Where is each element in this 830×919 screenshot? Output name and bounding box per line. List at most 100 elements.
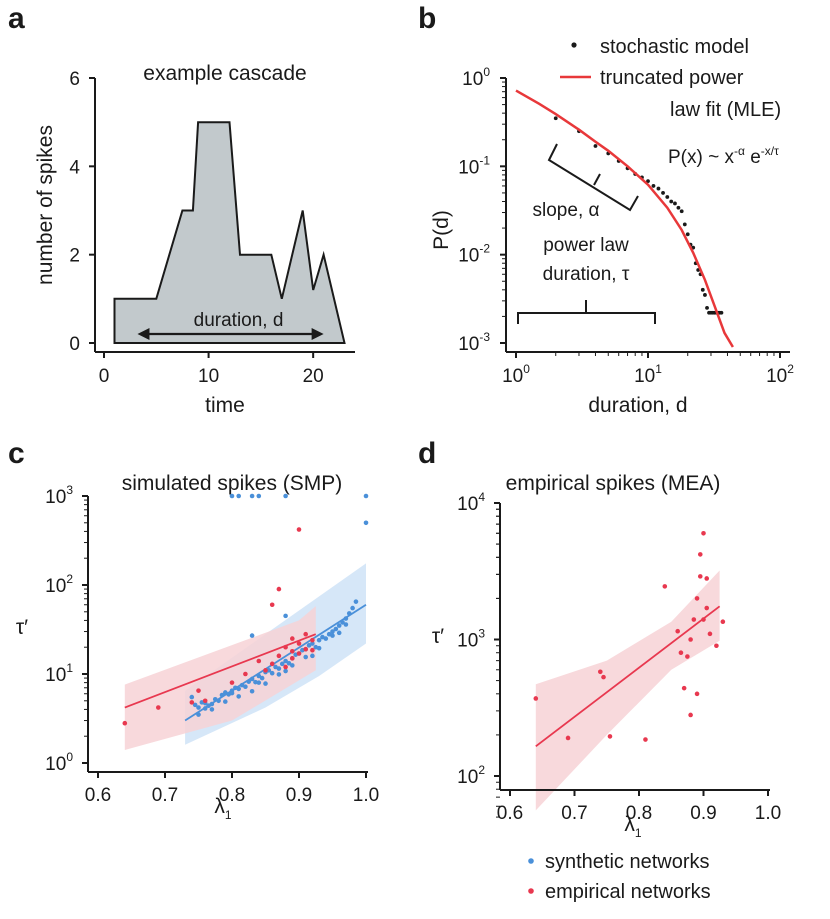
- panel-a-cascade-chart: example cascade duration, d 0 2 4 6 0 10 20 ti…: [34, 62, 355, 417]
- panel-a-xtick-label: 10: [198, 366, 219, 387]
- panel-c-title: simulated spikes (SMP): [122, 472, 343, 495]
- panel-b-xtick-label: 102: [766, 362, 794, 387]
- empirical-network-point: [662, 584, 668, 589]
- synthetic-network-point: [209, 701, 215, 707]
- empirical-network-point: [202, 698, 208, 704]
- synthetic-network-point: [236, 686, 241, 692]
- synthetic-network-point: [330, 633, 335, 638]
- empirical-network-point: [697, 552, 703, 557]
- panel-label-c: c: [8, 437, 25, 470]
- empirical-network-point: [310, 637, 315, 643]
- panel-a-xtick-label: 20: [303, 366, 324, 387]
- bottom-legend: synthetic networks empirical networks: [528, 851, 711, 903]
- panel-c-xtick-label: 0.7: [152, 785, 178, 806]
- empirical-network-point: [296, 651, 302, 656]
- stochastic-model-point: [705, 305, 709, 310]
- legend-stochastic-marker: [571, 42, 577, 48]
- empirical-network-point: [196, 688, 201, 693]
- cascade-area: [113, 121, 346, 344]
- empirical-network-point: [688, 712, 693, 718]
- panel-c-points: [122, 493, 369, 726]
- synthetic-network-point: [189, 694, 195, 700]
- empirical-network-point: [643, 737, 648, 742]
- slope-annotation: slope, α: [533, 200, 600, 221]
- empirical-network-point: [269, 661, 275, 667]
- panel-d-fit-line: [535, 605, 721, 748]
- panel-a-ylabel: number of spikes: [34, 125, 57, 285]
- synthetic-network-point: [343, 616, 349, 621]
- empirical-network-point: [122, 720, 128, 726]
- panel-d-xtick-label: 0.8: [626, 803, 652, 824]
- stochastic-model-point: [719, 310, 724, 315]
- synthetic-network-point: [219, 692, 225, 698]
- empirical-network-point: [269, 602, 275, 608]
- synthetic-network-point: [256, 493, 262, 499]
- stochastic-model-point: [646, 179, 650, 184]
- synthetic-network-point: [333, 626, 339, 632]
- synthetic-network-point: [229, 493, 235, 499]
- stochastic-model-point: [656, 186, 661, 191]
- panel-a-xlabel: time: [205, 394, 245, 417]
- empirical-network-point: [276, 653, 282, 659]
- duration-tau-annotation: duration, τ: [543, 264, 630, 285]
- empirical-network-point: [720, 619, 726, 625]
- panel-b-duration-distribution: 10-3 10-2 10-1 100 100 101 102 slope, α power …: [430, 36, 794, 417]
- synthetic-network-point: [276, 666, 282, 671]
- panel-b-xtick-label: 100: [502, 362, 530, 387]
- synthetic-network-point: [269, 670, 275, 676]
- empirical-network-point: [256, 658, 262, 664]
- panel-label-a: a: [8, 2, 25, 35]
- panel-d-xtick-label: 0.6: [497, 803, 523, 824]
- empirical-network-point: [290, 636, 295, 641]
- synthetic-network-point: [196, 705, 201, 710]
- synthetic-network-point: [236, 493, 241, 499]
- empirical-network-point: [714, 643, 719, 649]
- panel-b-ylabel: P(d): [430, 210, 453, 250]
- empirical-network-point: [283, 644, 288, 650]
- synthetic-network-point: [259, 675, 265, 681]
- empirical-network-point: [685, 654, 690, 659]
- panel-c-xtick-label: 0.9: [286, 785, 312, 806]
- synthetic-network-point: [316, 637, 322, 643]
- panel-d-ylabel: τ′: [432, 625, 444, 648]
- panel-a-axes: 0 2 4 6 0 10 20: [69, 69, 355, 387]
- empirical-network-point: [303, 646, 309, 652]
- stochastic-model-point: [651, 184, 656, 188]
- legend-empirical-label: empirical networks: [545, 881, 711, 903]
- panel-a-ytick-label: 4: [69, 157, 80, 178]
- panel-label-b: b: [418, 2, 436, 35]
- slope-bracket-tick: [593, 173, 601, 186]
- synthetic-network-point: [249, 633, 255, 638]
- panel-b-xlabel: duration, d: [588, 394, 687, 417]
- empirical-network-point: [701, 617, 706, 622]
- duration-arrow-left-head: [137, 328, 150, 340]
- legend-fit-label-line1: truncated power: [600, 67, 744, 89]
- panel-d-ytick-label: 102: [457, 763, 485, 788]
- empirical-network-point: [229, 680, 235, 685]
- synthetic-network-point: [263, 681, 268, 686]
- synthetic-network-point: [249, 493, 255, 499]
- panel-d-xtick-label: 1.0: [755, 803, 781, 824]
- panel-b-ytick-label: 100: [462, 65, 490, 90]
- synthetic-network-point: [353, 599, 359, 604]
- empirical-network-point: [681, 685, 687, 691]
- slope-bracket: [547, 143, 639, 212]
- synthetic-network-point: [310, 641, 315, 646]
- synthetic-network-point: [243, 684, 248, 689]
- synthetic-network-point: [346, 611, 352, 616]
- stochastic-model-point: [673, 201, 677, 206]
- stochastic-model-point: [665, 195, 670, 199]
- stochastic-model-point: [676, 205, 681, 210]
- duration-arrow-right-head: [311, 328, 324, 340]
- empirical-fit-line: [535, 605, 721, 748]
- empirical-network-point: [296, 641, 302, 646]
- legend-empirical-marker: [528, 888, 534, 894]
- legend-synthetic-marker: [528, 858, 534, 864]
- panel-b-ytick-label: 10-1: [458, 153, 490, 178]
- panel-a-ytick-label: 0: [69, 334, 80, 355]
- panel-c-ytick-label: 103: [45, 483, 73, 508]
- panel-a-xtick-label: 0: [99, 366, 110, 387]
- synthetic-network-point: [223, 690, 228, 695]
- empirical-network-point: [276, 586, 282, 592]
